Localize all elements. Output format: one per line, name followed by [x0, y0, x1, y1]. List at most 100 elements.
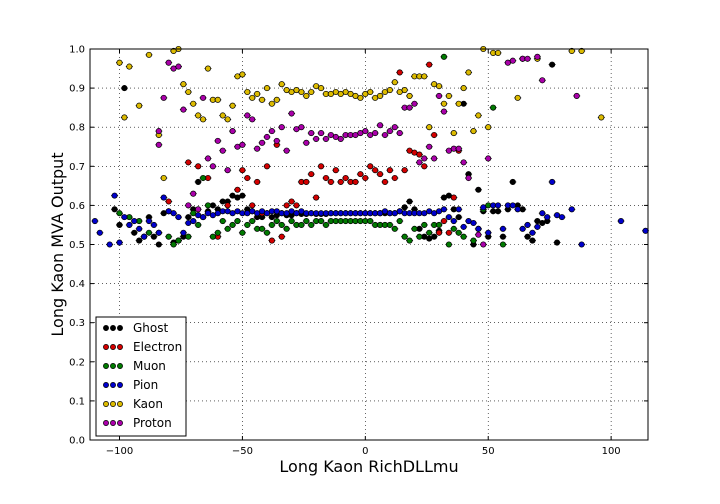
data-point	[254, 178, 261, 185]
data-point	[524, 55, 531, 62]
data-point	[578, 241, 585, 248]
legend-box	[95, 316, 187, 437]
data-point	[372, 167, 379, 174]
data-point	[106, 241, 113, 248]
data-point	[155, 141, 162, 148]
data-point	[204, 202, 212, 209]
data-point	[288, 198, 295, 205]
data-point	[145, 51, 153, 58]
x-tick-label: 50	[482, 446, 495, 457]
data-point	[185, 233, 192, 240]
data-point	[160, 194, 167, 201]
data-point	[244, 88, 251, 96]
data-point	[342, 174, 349, 182]
data-point	[386, 87, 393, 94]
data-point	[480, 241, 487, 248]
data-point	[180, 229, 187, 236]
legend-marker	[110, 325, 116, 331]
legend-label: Ghost	[133, 321, 168, 335]
legend-marker	[117, 325, 123, 331]
data-point	[254, 145, 261, 152]
y-tick-label: 0.6	[69, 201, 85, 212]
data-point	[214, 229, 221, 236]
data-point	[411, 225, 418, 232]
data-point	[549, 61, 556, 68]
legend-item: Kaon	[103, 397, 163, 411]
data-point	[170, 241, 177, 248]
data-point	[367, 217, 374, 225]
data-point	[224, 225, 231, 232]
data-point	[200, 94, 207, 101]
x-tick-label: −100	[106, 446, 133, 457]
data-point	[426, 124, 433, 131]
data-point	[229, 128, 236, 135]
data-point	[445, 92, 452, 99]
data-point	[318, 163, 325, 170]
data-point	[96, 229, 103, 236]
y-tick-label: 0.9	[69, 84, 85, 95]
legend-marker	[117, 363, 123, 369]
data-point	[416, 151, 423, 158]
data-point	[278, 233, 285, 240]
data-point	[401, 167, 408, 174]
legend-label: Pion	[133, 378, 158, 392]
data-point	[529, 237, 536, 244]
data-point	[460, 233, 467, 240]
legend-marker	[103, 344, 109, 350]
data-point	[475, 186, 482, 193]
data-point	[485, 124, 492, 131]
data-point	[185, 214, 192, 221]
data-point	[440, 108, 448, 115]
data-point	[229, 221, 236, 229]
data-point	[322, 221, 330, 229]
legend-marker	[103, 382, 109, 388]
data-point	[455, 229, 462, 236]
data-point	[440, 206, 448, 213]
data-point	[381, 178, 389, 185]
data-point	[268, 237, 275, 244]
data-point	[450, 217, 457, 225]
legend-label: Proton	[133, 416, 172, 430]
data-point	[175, 63, 182, 70]
data-point	[303, 217, 310, 225]
data-point	[318, 130, 325, 137]
data-point	[568, 206, 575, 213]
data-point	[283, 202, 290, 209]
data-point	[249, 217, 256, 225]
legend-label: Muon	[133, 359, 166, 373]
y-tick-label: 0.7	[69, 162, 85, 173]
data-point	[573, 92, 580, 99]
data-point	[278, 221, 285, 229]
data-point	[254, 90, 261, 98]
data-point	[155, 241, 162, 248]
legend-label: Kaon	[133, 397, 163, 411]
data-point	[460, 159, 467, 166]
data-point	[239, 167, 246, 174]
data-point	[214, 96, 221, 103]
data-point	[165, 59, 172, 66]
data-point	[475, 231, 482, 238]
data-point	[234, 217, 241, 225]
data-point	[411, 100, 418, 107]
data-point	[367, 88, 374, 96]
data-point	[377, 171, 384, 178]
data-point	[141, 233, 148, 240]
data-point	[509, 202, 516, 209]
legend-marker	[117, 420, 123, 426]
data-point	[131, 217, 138, 225]
data-point	[391, 124, 398, 131]
data-point	[111, 192, 118, 199]
data-point	[249, 94, 256, 101]
data-point	[617, 217, 625, 225]
data-point	[259, 225, 266, 232]
data-point	[263, 133, 271, 141]
data-point	[190, 100, 197, 107]
data-point	[318, 85, 325, 92]
data-point	[426, 143, 433, 150]
data-point	[209, 233, 216, 240]
series-pion	[91, 178, 650, 248]
data-point	[455, 214, 462, 221]
legend-item: Pion	[103, 378, 158, 392]
data-point	[116, 59, 123, 66]
data-point	[165, 198, 172, 205]
